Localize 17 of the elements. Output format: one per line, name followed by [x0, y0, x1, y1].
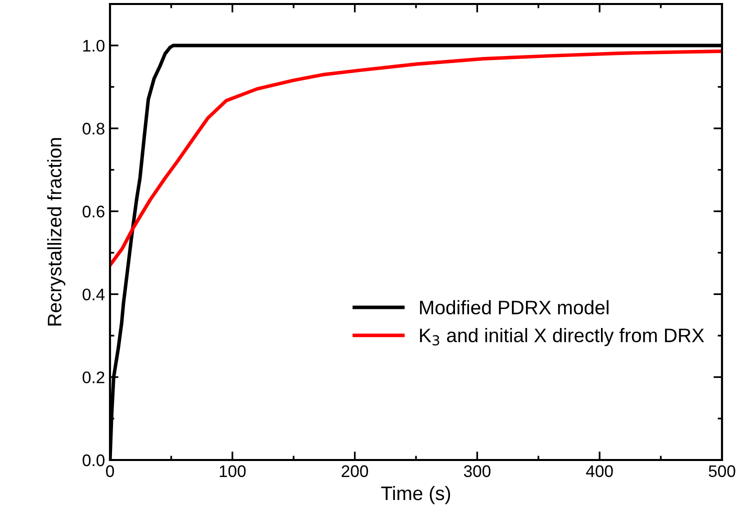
x-tick-label: 0 [106, 465, 114, 478]
y-tick-label: 0.2 [82, 371, 104, 384]
x-tick-label: 400 [586, 465, 613, 478]
x-tick-label: 100 [220, 465, 246, 478]
x-tick-label: 500 [708, 465, 736, 478]
legend-label: Modified PDRX model [420, 300, 608, 314]
y-tick-label: 0.8 [82, 122, 104, 135]
y-tick-label: 1.0 [83, 40, 104, 52]
y-tick-label: 0.6 [82, 206, 104, 218]
y-tick-label: 0.0 [82, 454, 104, 466]
x-tick-label: 300 [464, 465, 490, 478]
legend-label: K$_{3}$ and initial X directly from DRX [420, 328, 704, 346]
y-tick-label: 0.4 [82, 288, 105, 300]
x-axis-title: Time (s) [381, 486, 450, 504]
y-axis-title: Recrystallized fraction [47, 138, 66, 326]
line-series [110, 50, 722, 267]
x-tick-label: 200 [342, 465, 368, 478]
